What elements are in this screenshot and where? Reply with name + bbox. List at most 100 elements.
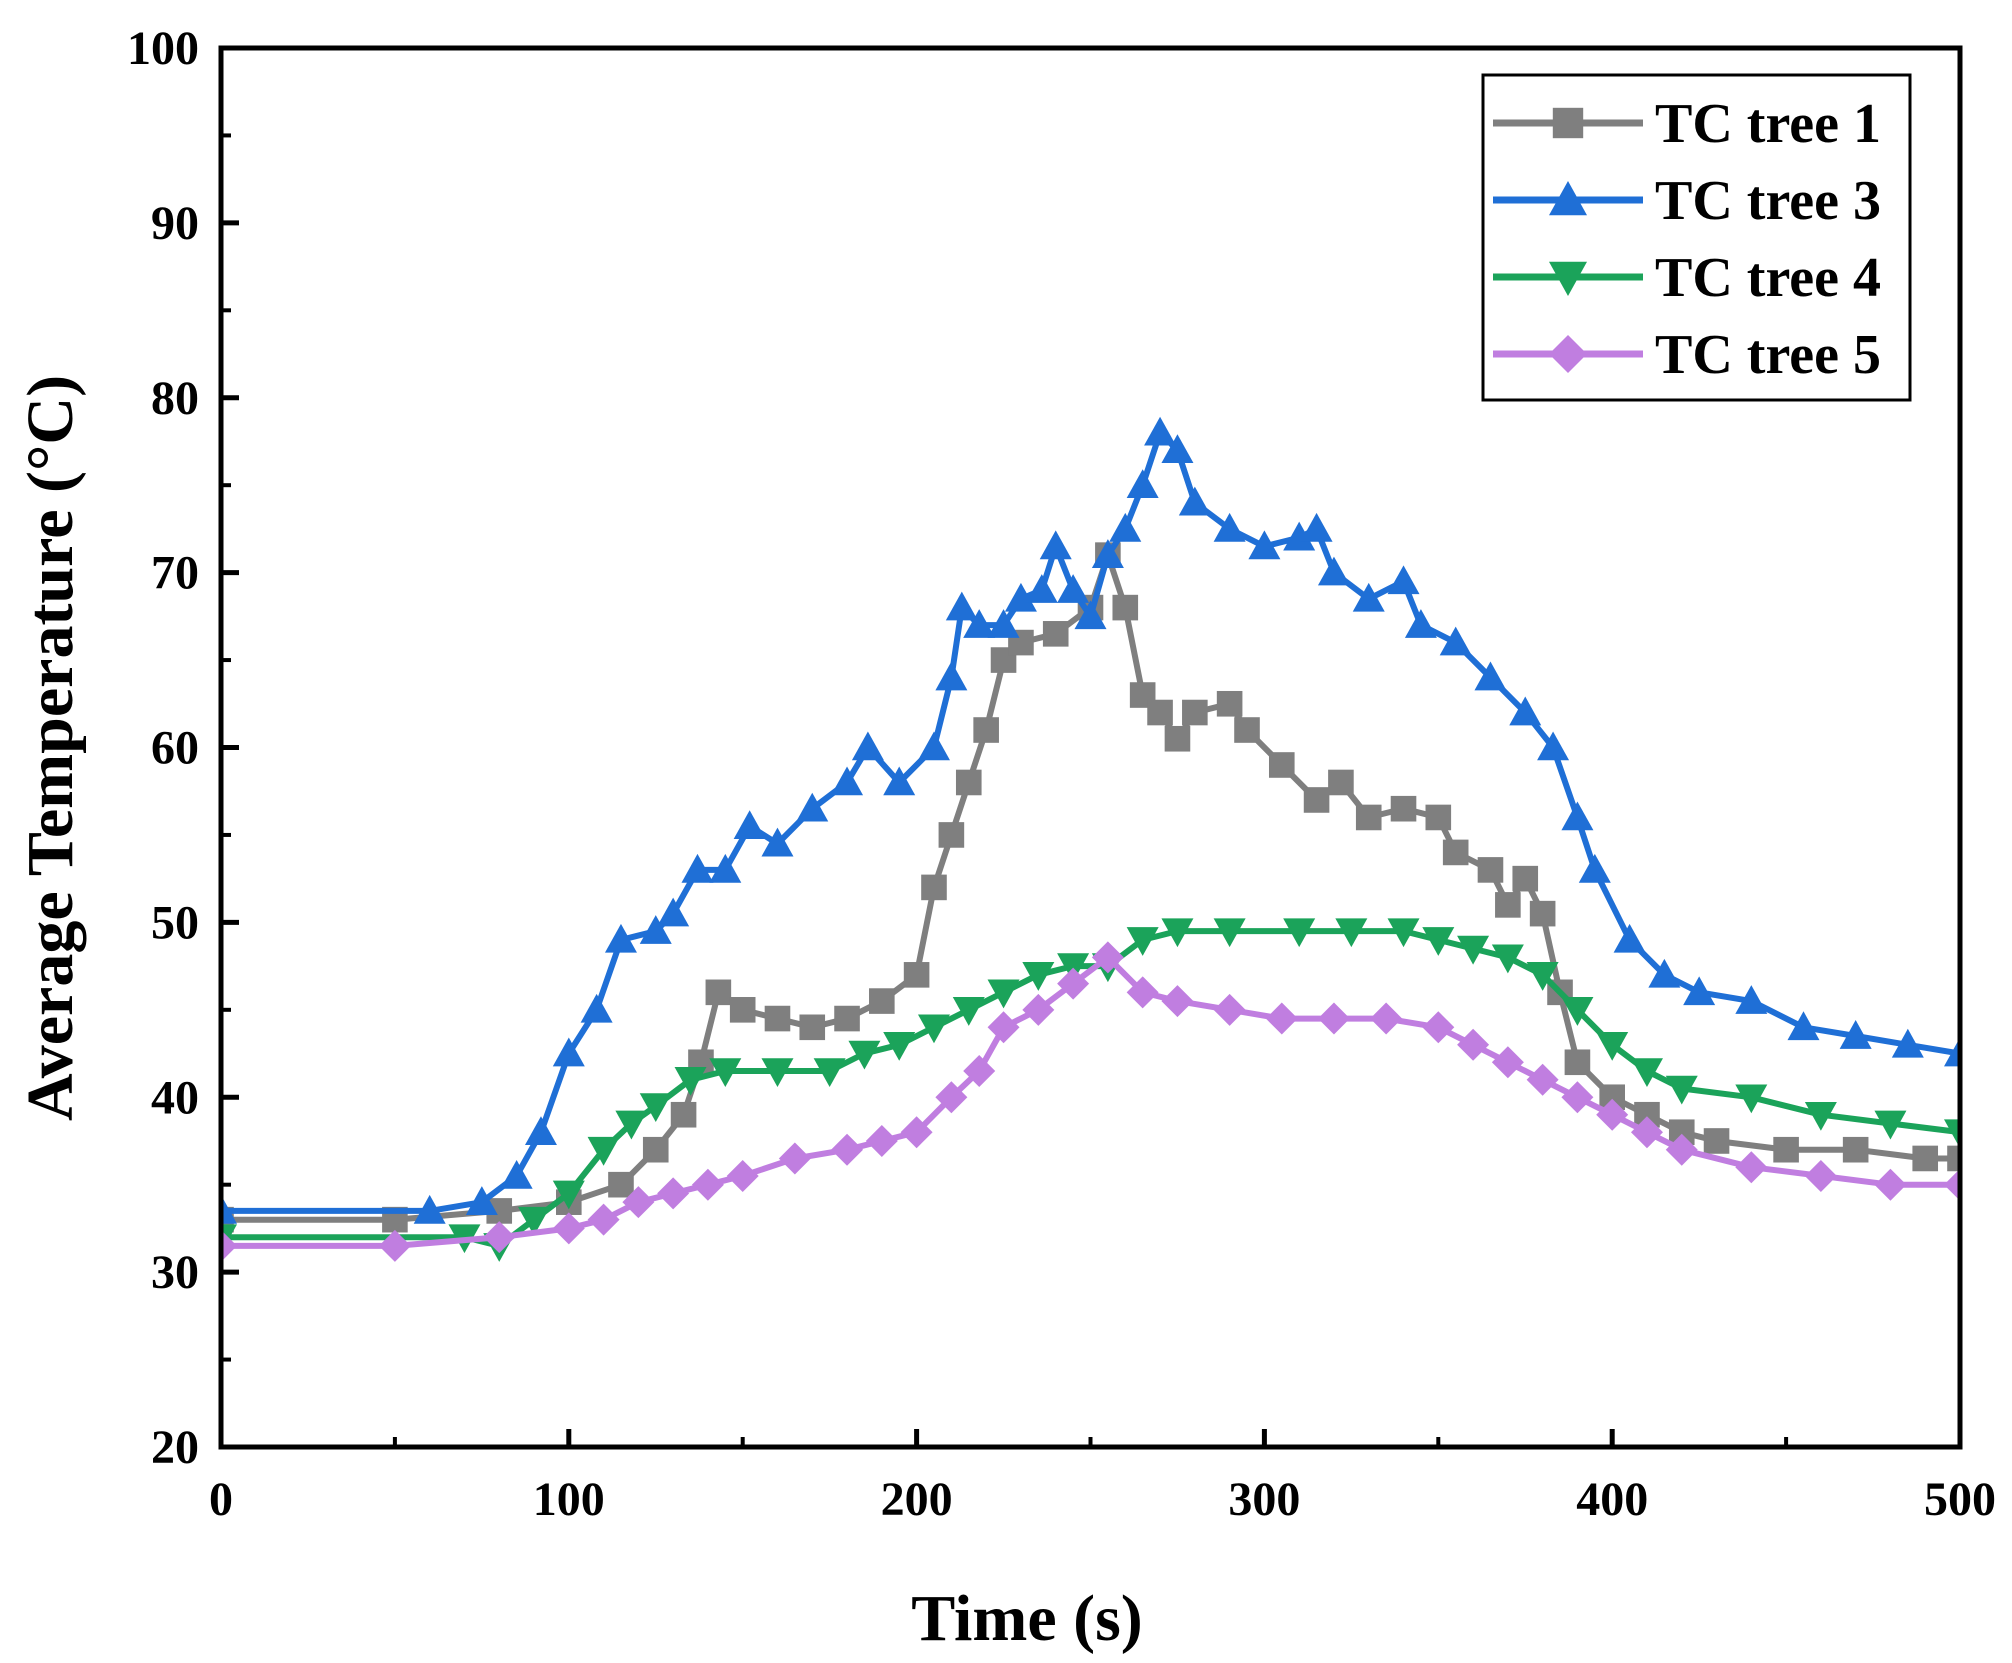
data-point [1022,993,1055,1026]
data-point [973,717,999,743]
series-tc-tree-3 [221,416,1960,1224]
data-point [1147,699,1173,726]
data-point [917,1014,950,1044]
data-point [1526,962,1559,991]
data-point [1022,962,1055,991]
data-point [1474,661,1507,691]
data-point [834,1005,860,1032]
data-point [831,766,864,796]
data-point [1335,918,1368,948]
legend: TC tree 1 TC tree 3 TC tree 4 TC tree 5 [1481,73,1912,402]
data-point [657,1177,690,1210]
data-point [851,731,884,761]
data-point [963,1055,996,1088]
x-axis-title: Time (s) [911,1582,1143,1655]
y-tick-label: 90 [151,197,199,250]
data-point [1370,1002,1403,1035]
data-point [1004,582,1037,612]
legend-marker [1549,335,1587,373]
data-point [1422,1011,1455,1044]
legend-item: TC tree 4 [1493,247,1881,309]
data-point [1944,1168,1960,1201]
data-point [1947,1145,1960,1172]
data-point [1442,839,1469,866]
y-tick-label: 40 [151,1071,199,1124]
data-point [1317,556,1350,586]
data-point [1091,539,1124,568]
series-tc-tree-4 [221,918,1960,1262]
data-point [1303,787,1330,813]
data-point [1422,927,1455,956]
series-layer [221,416,1960,1262]
legend-label: TC tree 4 [1655,247,1881,309]
data-point [764,1005,791,1032]
y-tick-label: 70 [151,547,199,600]
data-point [1944,1037,1960,1067]
data-point [1842,1136,1869,1163]
data-point [831,1133,864,1166]
data-point [1178,486,1211,516]
data-point [483,1221,516,1254]
data-point [761,827,794,857]
x-tick-label: 200 [881,1473,953,1526]
data-point [1509,696,1542,726]
x-tick-label: 0 [209,1473,233,1526]
data-point [378,1229,411,1262]
data-point [639,1093,672,1122]
data-point [729,997,756,1023]
data-point [935,1081,968,1114]
legend-marker [1549,181,1587,216]
data-point [1787,1011,1820,1041]
data-point [1126,927,1159,956]
data-point [1439,626,1472,656]
data-point [580,993,613,1023]
data-point [681,853,714,883]
data-point [615,1110,648,1140]
data-point [1213,918,1246,948]
data-point [1425,804,1452,831]
data-point [883,766,916,796]
data-point [1268,752,1295,778]
data-point [945,591,978,621]
data-point [1283,918,1316,948]
data-point [608,1171,634,1198]
data-point [1457,935,1490,965]
data-point [1352,582,1385,612]
data-point [726,1159,759,1192]
legend-marker [1549,261,1587,296]
y-tick-label: 80 [151,372,199,425]
data-point [413,1194,446,1224]
data-point [221,1194,237,1224]
data-point [733,810,766,839]
series-tc-tree-1 [221,542,1960,1233]
y-tick-label: 100 [127,22,199,75]
data-point [691,1168,724,1201]
data-point [1265,1002,1298,1035]
data-point [1126,469,1159,498]
y-tick-label: 30 [151,1246,199,1299]
x-axis: 0 100 200 300 400 500 [209,1429,1996,1526]
data-point [1283,521,1316,551]
data-point [657,897,690,927]
data-point [1512,865,1539,892]
data-point [987,609,1020,638]
y-tick-label: 60 [151,722,199,775]
x-tick-label: 100 [533,1473,605,1526]
data-point [921,874,947,901]
data-point [865,1124,898,1157]
data-point [709,853,742,883]
data-point [903,962,930,988]
data-point [524,1116,557,1146]
data-point [1537,731,1570,761]
data-point [1561,1081,1594,1114]
data-point [917,731,950,761]
data-point [1182,699,1208,726]
data-point [1074,600,1107,630]
data-point [552,1180,585,1210]
legend-marker [1552,107,1584,139]
data-point [1491,944,1524,974]
data-point [1477,857,1504,883]
data-point [938,822,965,848]
data-point [1529,900,1556,927]
